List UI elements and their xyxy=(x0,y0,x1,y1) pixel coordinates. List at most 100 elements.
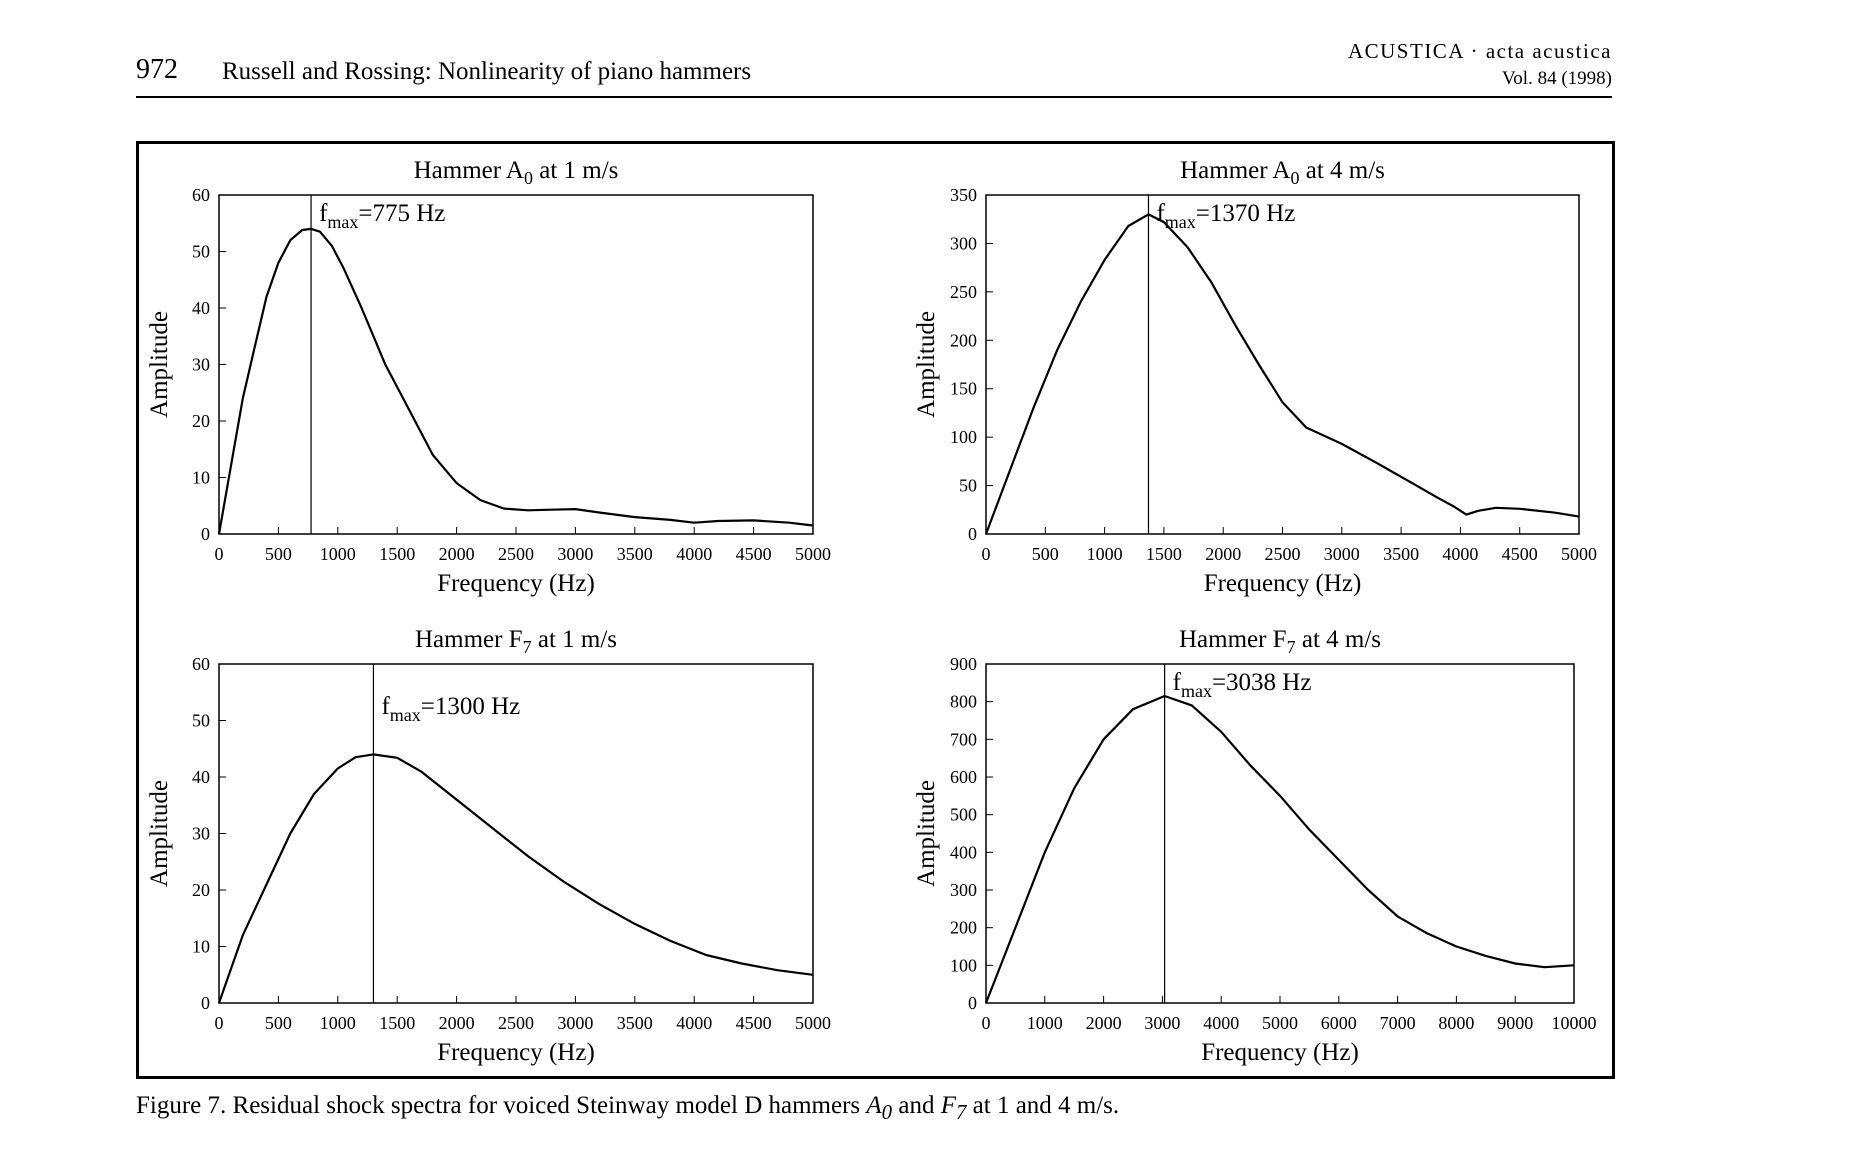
x-tick-label: 2500 xyxy=(498,1013,534,1033)
y-tick-label: 0 xyxy=(201,993,210,1013)
page-header: 972 Russell and Rossing: Nonlinearity of… xyxy=(136,36,1612,98)
chart-title: Hammer F7 at 4 m/s xyxy=(1179,626,1381,657)
y-axis-label: Amplitude xyxy=(146,311,173,418)
y-tick-label: 900 xyxy=(950,654,977,674)
caption-mid: and xyxy=(892,1092,941,1119)
x-tick-label: 4000 xyxy=(676,544,712,564)
x-tick-label: 3500 xyxy=(1383,544,1419,564)
x-tick-label: 3500 xyxy=(617,544,653,564)
figure-caption: Figure 7. Residual shock spectra for voi… xyxy=(136,1092,1119,1125)
x-tick-label: 1000 xyxy=(320,1013,356,1033)
x-tick-label: 2000 xyxy=(439,1013,475,1033)
x-tick-label: 0 xyxy=(215,1013,224,1033)
x-tick-label: 5000 xyxy=(1262,1013,1298,1033)
spectrum-line xyxy=(984,213,1580,535)
running-title: Russell and Rossing: Nonlinearity of pia… xyxy=(222,58,752,85)
spectrum-line xyxy=(217,753,814,1004)
fmax-label: fmax=1370 Hz xyxy=(1156,200,1295,232)
y-tick-label: 50 xyxy=(192,242,210,262)
spectrum-line xyxy=(217,227,814,535)
x-axis-label: Frequency (Hz) xyxy=(1204,570,1362,597)
x-tick-label: 2500 xyxy=(498,544,534,564)
y-tick-label: 300 xyxy=(950,880,977,900)
x-tick-label: 4000 xyxy=(676,1013,712,1033)
x-tick-label: 3000 xyxy=(557,1013,593,1033)
x-tick-label: 4000 xyxy=(1203,1013,1239,1033)
figure-frame: Hammer A0 at 1 m/s 0 10 20 30 40 50 60 0 500 1000 1… xyxy=(136,141,1615,1079)
plot-area xyxy=(985,663,1575,1004)
y-tick-label: 30 xyxy=(192,355,210,375)
x-tick-label: 9000 xyxy=(1497,1013,1533,1033)
y-tick-label: 800 xyxy=(950,692,977,712)
y-tick-label: 250 xyxy=(950,282,977,302)
x-tick-label: 3500 xyxy=(617,1013,653,1033)
y-tick-label: 100 xyxy=(950,427,977,447)
y-tick-label: 60 xyxy=(192,185,210,205)
y-tick-label: 500 xyxy=(950,805,977,825)
x-tick-label: 2000 xyxy=(439,544,475,564)
y-tick-label: 60 xyxy=(192,654,210,674)
caption-suffix: at 1 and 4 m/s. xyxy=(966,1092,1120,1119)
y-tick-label: 200 xyxy=(950,330,977,350)
caption-hammer-f: F7 xyxy=(940,1092,967,1124)
x-tick-label: 4500 xyxy=(736,1013,772,1033)
x-tick-label: 8000 xyxy=(1438,1013,1474,1033)
x-tick-label: 5000 xyxy=(795,544,831,564)
x-tick-label: 3000 xyxy=(1324,544,1360,564)
x-tick-label: 2500 xyxy=(1265,544,1301,564)
chart-title: Hammer A0 at 1 m/s xyxy=(414,157,619,188)
x-tick-label: 4500 xyxy=(1502,544,1538,564)
chart-panel-2: Hammer A0 at 4 m/s0501001502002503003500… xyxy=(913,157,1597,597)
x-tick-label: 4500 xyxy=(736,544,772,564)
y-tick-label: 50 xyxy=(192,711,210,731)
spectrum-line xyxy=(984,694,1575,1004)
x-tick-label: 2000 xyxy=(1205,544,1241,564)
x-tick-label: 3000 xyxy=(1144,1013,1180,1033)
x-tick-label: 1000 xyxy=(1027,1013,1063,1033)
chart-panel-1: Hammer A0 at 1 m/s 0 10 20 30 40 50 60 0 500 1000 1… xyxy=(146,157,831,597)
x-tick-label: 1000 xyxy=(320,544,356,564)
y-tick-label: 200 xyxy=(950,918,977,938)
y-axis-label: Amplitude xyxy=(913,311,940,418)
x-tick-label: 4000 xyxy=(1442,544,1478,564)
y-tick-label: 50 xyxy=(959,476,977,496)
chart-panel-3: Hammer F7 at 1 m/s 0 10 20 30 40 50 60 0 500 1000 1… xyxy=(146,626,831,1066)
x-tick-label: 0 xyxy=(982,544,991,564)
volume-info: Vol. 84 (1998) xyxy=(1502,68,1612,89)
y-tick-label: 10 xyxy=(192,937,210,957)
x-tick-label: 2000 xyxy=(1086,1013,1122,1033)
x-tick-label: 7000 xyxy=(1380,1013,1416,1033)
x-axis-label: Frequency (Hz) xyxy=(437,570,595,597)
fmax-label: fmax=3038 Hz xyxy=(1173,669,1312,701)
y-tick-label: 400 xyxy=(950,842,977,862)
y-tick-label: 30 xyxy=(192,824,210,844)
fmax-label: fmax=775 Hz xyxy=(319,200,445,232)
y-tick-label: 10 xyxy=(192,468,210,488)
x-tick-label: 1000 xyxy=(1087,544,1123,564)
x-tick-label: 5000 xyxy=(1561,544,1597,564)
y-tick-label: 100 xyxy=(950,955,977,975)
x-tick-label: 3000 xyxy=(557,544,593,564)
plot-area xyxy=(218,194,814,535)
x-tick-label: 500 xyxy=(1032,544,1059,564)
y-tick-label: 150 xyxy=(950,379,977,399)
y-tick-label: 20 xyxy=(192,411,210,431)
y-tick-label: 600 xyxy=(950,767,977,787)
y-tick-label: 20 xyxy=(192,880,210,900)
x-tick-label: 0 xyxy=(982,1013,991,1033)
x-tick-label: 1500 xyxy=(379,544,415,564)
x-tick-label: 500 xyxy=(265,544,292,564)
y-tick-label: 700 xyxy=(950,729,977,749)
y-tick-label: 40 xyxy=(192,298,210,318)
x-tick-label: 0 xyxy=(215,544,224,564)
x-tick-label: 5000 xyxy=(795,1013,831,1033)
x-axis-label: Frequency (Hz) xyxy=(437,1039,595,1066)
x-tick-label: 1500 xyxy=(379,1013,415,1033)
y-tick-label: 0 xyxy=(201,524,210,544)
y-axis-label: Amplitude xyxy=(913,780,940,887)
journal-name: ACUSTICA · acta acustica xyxy=(1347,39,1612,63)
plot-area xyxy=(985,194,1580,535)
fmax-label: fmax=1300 Hz xyxy=(381,693,520,725)
chart-panel-4: Hammer F7 at 4 m/s 0 100 200 300 400 500 600 700… xyxy=(913,626,1597,1066)
